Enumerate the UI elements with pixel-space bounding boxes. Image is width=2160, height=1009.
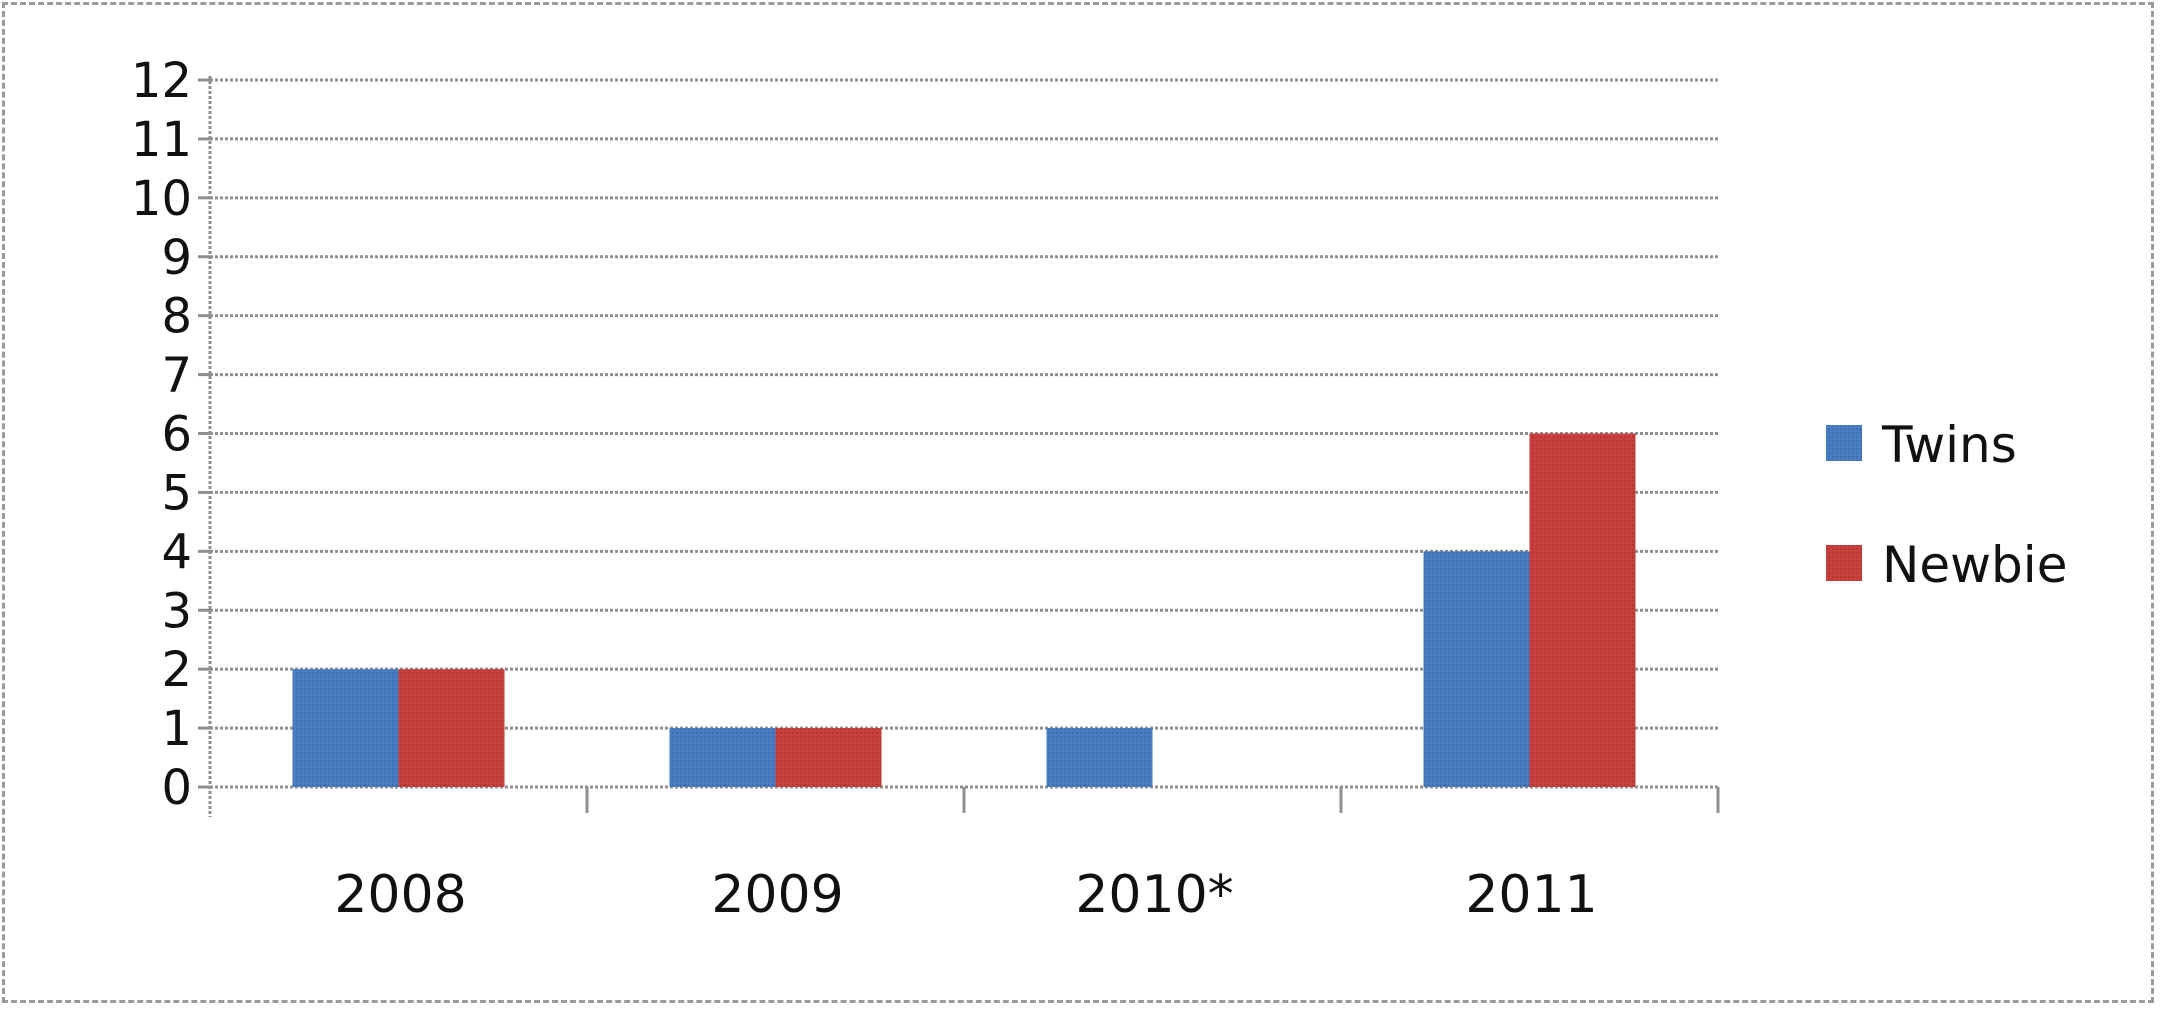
bar-newbie-2009 (775, 728, 882, 787)
bar-twins-2010* (1046, 728, 1153, 787)
legend-swatch-newbie (1826, 545, 1862, 581)
bar-twins-2009 (669, 728, 776, 787)
bars (292, 433, 1636, 787)
x-category-label: 2009 (711, 865, 843, 925)
y-tick-label: 7 (161, 348, 192, 404)
y-tick-label: 6 (161, 407, 192, 463)
x-category-label: 2010* (1075, 865, 1233, 925)
legend: Twins Newbie (1826, 416, 2067, 594)
bar-newbie-2011 (1529, 433, 1636, 787)
y-tick-label: 2 (161, 642, 192, 698)
x-category-label: 2011 (1465, 865, 1597, 925)
legend-label-twins: Twins (1881, 416, 2017, 474)
y-tick-label: 11 (131, 112, 192, 168)
y-tick-label: 1 (161, 701, 192, 757)
y-tick-label: 8 (161, 289, 192, 345)
y-tick-label: 5 (161, 465, 192, 521)
legend-swatch-twins (1826, 425, 1862, 461)
y-tick-label: 0 (161, 760, 192, 816)
x-axis-category-labels: 2008 2009 2010* 2011 (334, 865, 1597, 925)
y-tick-label: 9 (161, 230, 192, 286)
bar-twins-2008 (292, 669, 399, 787)
y-tick-label: 12 (131, 53, 192, 109)
bar-newbie-2008 (398, 669, 505, 787)
y-tick-label: 4 (161, 524, 192, 580)
bar-twins-2011 (1423, 551, 1530, 787)
x-category-label: 2008 (334, 865, 466, 925)
y-tick-label: 10 (131, 171, 192, 227)
legend-label-newbie: Newbie (1882, 536, 2067, 594)
y-tick-label: 3 (161, 583, 192, 639)
